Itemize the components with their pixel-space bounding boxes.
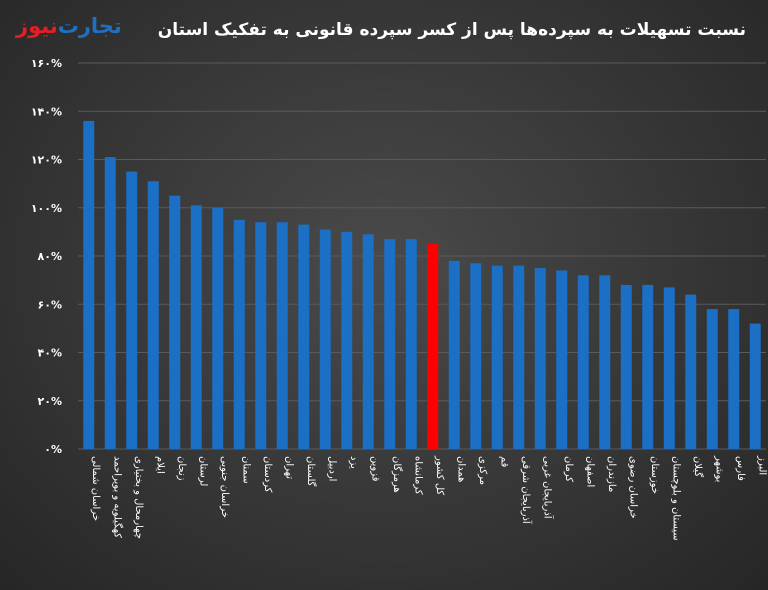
chart-title: نسبت تسهیلات به سپرده‌ها پس از کسر سپرده… [157, 20, 746, 40]
logo-part-1: تجارت [57, 14, 122, 38]
bar [341, 231, 353, 449]
bar [255, 222, 267, 449]
bar [642, 284, 654, 449]
x-tick-label: یزد [348, 456, 359, 469]
x-tick-label: فارس [735, 456, 746, 481]
gridlines [78, 62, 766, 450]
bar [405, 239, 417, 449]
bar [491, 265, 503, 449]
x-tick-label: کرمانشاه [412, 456, 423, 495]
x-tick-label: قزوین [369, 456, 380, 482]
x-tick-label: خراسان رضوی [627, 456, 638, 519]
logo-part-2: نیوز [16, 14, 58, 38]
bar [749, 323, 761, 449]
x-tick-label: چهارمحال و بختیاری [133, 456, 144, 539]
x-tick-label: هرمزگان [391, 456, 403, 493]
x-tick-label: خوزستان [649, 456, 660, 494]
y-tick-label: ۱۰۰% [31, 202, 62, 215]
x-tick-label: خراسان شمالی [90, 456, 101, 521]
bar [577, 275, 589, 449]
x-tick-label: آذربایجان غربی [541, 456, 554, 520]
bar [556, 270, 568, 449]
bar [362, 234, 374, 449]
x-tick-label: تهران [283, 456, 294, 479]
y-tick-label: ۱۴۰% [31, 105, 62, 118]
bar [534, 268, 546, 449]
y-tick-label: ۴۰% [38, 347, 62, 360]
x-axis-labels: خراسان شمالی کهگیلویه و بویراحمد چهارمحال … [90, 455, 768, 541]
x-tick-label: سیستان و بلوچستان [670, 456, 681, 541]
bar [190, 205, 202, 449]
bar [384, 239, 396, 449]
x-tick-label: لرستان [197, 456, 208, 486]
x-tick-label: مرکزی [477, 456, 488, 485]
bar [298, 224, 310, 449]
x-tick-label: خراسان جنوبی [219, 456, 230, 518]
y-tick-label: ۸۰% [38, 250, 62, 263]
bar [126, 171, 138, 449]
bar [470, 263, 482, 449]
bar [233, 219, 245, 449]
y-tick-label: ۲۰% [38, 395, 62, 408]
x-tick-label: اردبیل [326, 456, 337, 481]
x-tick-label: کل کشور [434, 455, 445, 495]
x-tick-label: زنجان [176, 456, 187, 481]
bar [104, 157, 116, 449]
y-tick-label: ۱۲۰% [31, 154, 62, 167]
x-tick-label: سمنان [240, 456, 251, 484]
x-tick-label: اصفهان [584, 456, 595, 487]
bar [147, 181, 159, 449]
bar [620, 284, 632, 449]
bar [706, 309, 718, 449]
x-tick-label: گیلان [692, 456, 704, 477]
x-tick-label: کرمان [563, 456, 574, 482]
x-tick-label: قم [498, 456, 509, 468]
bar [599, 275, 611, 449]
bar [169, 195, 181, 449]
y-tick-label: ۰% [44, 443, 62, 456]
brand-logo: تجارت نیوز [16, 14, 122, 38]
bar [448, 260, 460, 449]
y-tick-label: ۱۶۰% [31, 57, 62, 70]
bar [83, 120, 95, 450]
bar-highlight [427, 243, 439, 449]
x-tick-label: بوشهر [713, 455, 724, 482]
x-tick-label: گلستان [305, 456, 317, 487]
bar [728, 309, 740, 449]
x-tick-label: کهگیلویه و بویراحمد [111, 456, 123, 538]
y-tick-label: ۶۰% [38, 298, 62, 311]
x-tick-label: ایلام [154, 456, 165, 474]
x-tick-label: کردستان [262, 456, 273, 493]
y-axis: ۰% ۲۰% ۴۰% ۶۰% ۸۰% ۱۰۰% ۱۲۰% ۱۴۰% ۱۶۰% [31, 57, 62, 456]
bar [513, 265, 525, 449]
bar [212, 207, 224, 449]
bar [663, 287, 675, 449]
bar [276, 222, 288, 449]
x-tick-label: البرز [756, 455, 767, 475]
bars [83, 120, 761, 450]
x-tick-label: آذربایجان شرقی [520, 456, 533, 525]
bar [685, 294, 697, 449]
bar [319, 229, 331, 449]
x-tick-label: همدان [455, 456, 466, 482]
x-tick-label: مازندران [606, 456, 617, 492]
